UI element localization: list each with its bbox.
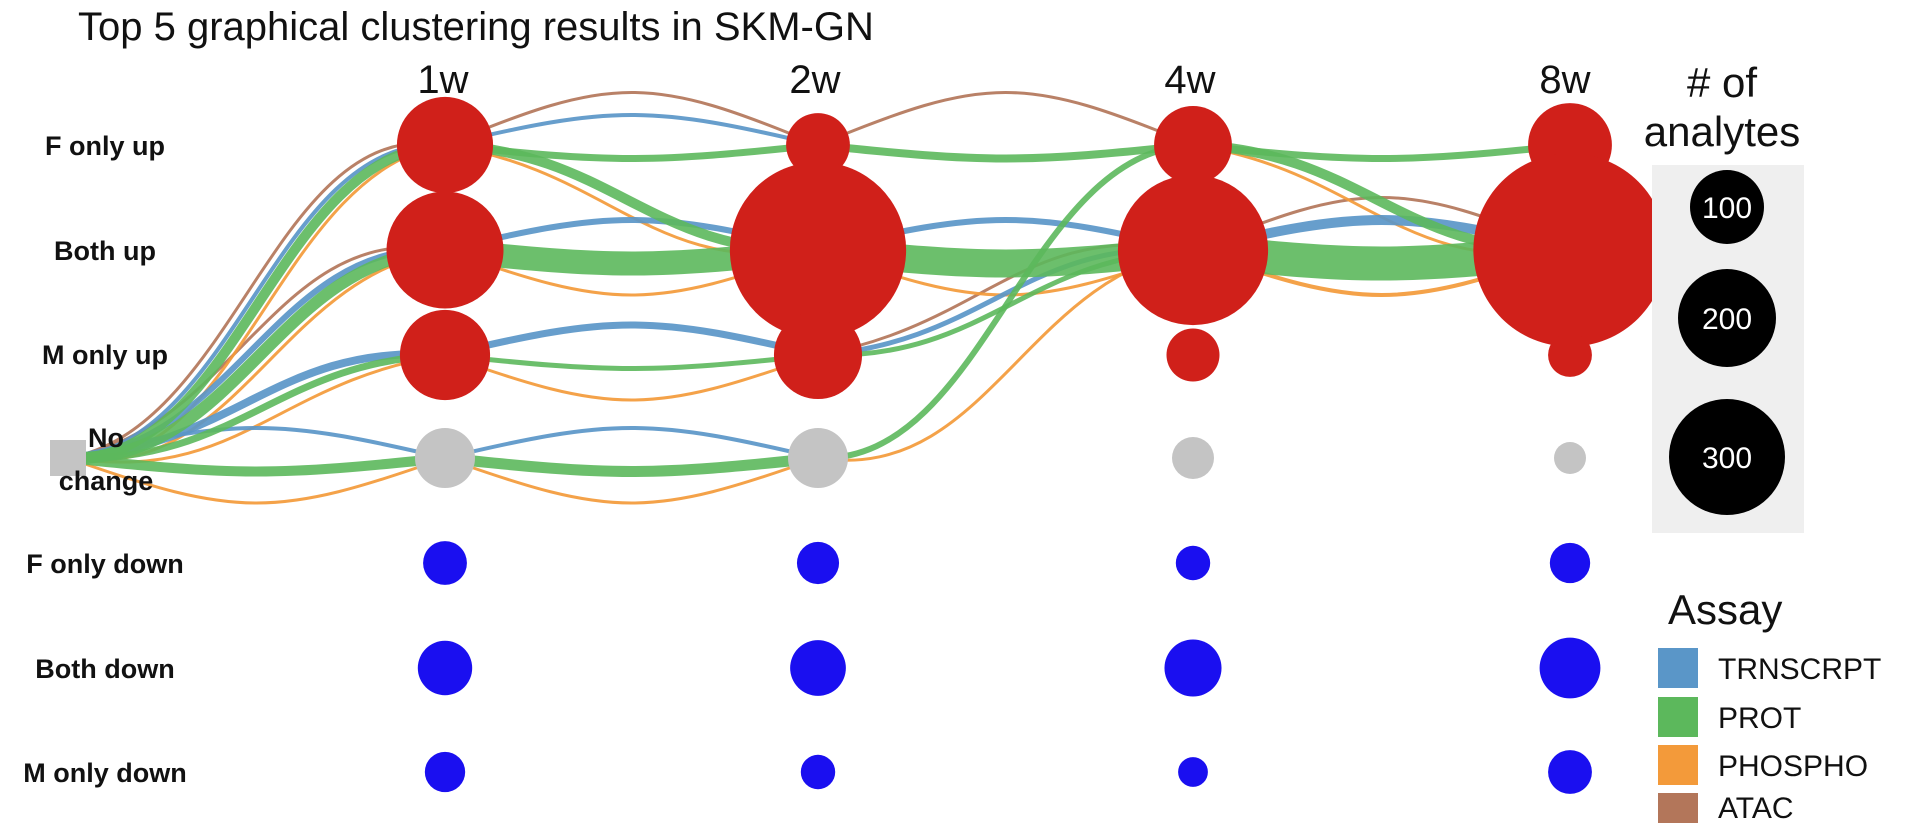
start-node-no-change bbox=[50, 440, 86, 476]
node-both-down-4w bbox=[1164, 639, 1222, 697]
node-f-only-up-4w bbox=[1154, 106, 1232, 184]
edge-prot-30 bbox=[62, 244, 451, 465]
edge-trnscrpt-25 bbox=[443, 426, 820, 460]
node-f-only-down-4w bbox=[1175, 545, 1211, 581]
node-both-up-4w bbox=[1117, 174, 1269, 326]
assay-swatch-prot bbox=[1658, 697, 1698, 737]
state-label-no-change-line1: No bbox=[88, 423, 124, 453]
state-label-m-only-down: M only down bbox=[23, 758, 186, 788]
node-f-only-down-2w bbox=[796, 541, 840, 585]
size-legend-label-100: 100 bbox=[1702, 192, 1752, 225]
node-no-change-1w bbox=[415, 428, 475, 488]
size-legend-dot-100 bbox=[1690, 170, 1764, 244]
state-label-f-only-down: F only down bbox=[26, 549, 183, 579]
size-legend: # of analytes 100 200 300 bbox=[1644, 59, 1804, 533]
state-label-both-down: Both down bbox=[35, 654, 174, 684]
state-label-m-only-up: M only up bbox=[42, 340, 168, 370]
state-label-no-change-line2: change bbox=[59, 466, 154, 496]
node-both-down-1w bbox=[417, 640, 473, 696]
diagram-title: Top 5 graphical clustering results in SK… bbox=[78, 5, 874, 49]
edge-phospho-13 bbox=[443, 456, 820, 505]
assay-swatch-trnscrpt bbox=[1658, 648, 1698, 688]
timepoint-label-4w: 4w bbox=[1164, 58, 1215, 102]
start-node-label: No change bbox=[59, 423, 154, 496]
size-legend-title-line1: # of bbox=[1687, 59, 1757, 106]
timepoint-label-8w: 8w bbox=[1539, 58, 1590, 102]
edge-prot-31 bbox=[64, 351, 449, 462]
edge-trnscrpt-22 bbox=[443, 113, 820, 147]
size-legend-title-line2: analytes bbox=[1644, 108, 1800, 155]
edge-prot-36 bbox=[442, 352, 821, 371]
edge-atac-2 bbox=[443, 91, 820, 147]
assay-swatch-atac bbox=[1658, 793, 1698, 823]
node-both-up-1w bbox=[386, 191, 504, 309]
edge-prot-41 bbox=[815, 142, 1196, 462]
assay-swatch-phospho bbox=[1658, 745, 1698, 785]
node-both-down-8w bbox=[1539, 637, 1601, 699]
node-no-change-8w bbox=[1554, 442, 1586, 474]
assay-label-prot: PROT bbox=[1718, 702, 1801, 735]
size-legend-dot-200 bbox=[1678, 269, 1776, 367]
edge-phospho-12 bbox=[443, 353, 820, 402]
edge-phospho-9 bbox=[66, 456, 447, 505]
edge-atac-0 bbox=[66, 141, 447, 460]
node-both-up-2w bbox=[729, 161, 907, 339]
node-m-only-up-2w bbox=[773, 310, 863, 400]
assay-label-phospho: PHOSPHO bbox=[1718, 750, 1868, 783]
node-m-only-up-8w bbox=[1548, 333, 1592, 377]
node-f-only-down-8w bbox=[1549, 542, 1591, 584]
timepoint-labels: 1w 2w 4w 8w bbox=[417, 58, 1590, 102]
node-m-only-down-2w bbox=[800, 754, 836, 790]
node-no-change-4w bbox=[1172, 437, 1214, 479]
node-f-only-up-1w bbox=[396, 96, 494, 194]
assay-legend-title: Assay bbox=[1668, 586, 1782, 633]
edge-atac-3 bbox=[816, 91, 1195, 147]
node-m-only-down-4w bbox=[1178, 757, 1208, 787]
timepoint-label-2w: 2w bbox=[789, 58, 840, 102]
size-legend-label-300: 300 bbox=[1702, 442, 1752, 475]
assay-label-trnscrpt: TRNSCRPT bbox=[1718, 653, 1881, 686]
node-m-only-up-4w bbox=[1166, 328, 1220, 382]
state-label-both-up: Both up bbox=[54, 236, 156, 266]
node-m-only-down-1w bbox=[424, 751, 466, 793]
assay-legend: Assay TRNSCRPT PROT PHOSPHO ATAC bbox=[1658, 586, 1881, 823]
node-m-only-down-8w bbox=[1548, 750, 1592, 794]
node-both-down-2w bbox=[790, 640, 846, 696]
edge-prot-37 bbox=[439, 452, 824, 477]
timepoint-label-1w: 1w bbox=[417, 58, 468, 102]
state-label-f-only-up: F only up bbox=[45, 131, 165, 161]
edge-trnscrpt-18 bbox=[66, 142, 447, 460]
node-f-only-down-1w bbox=[423, 541, 467, 585]
node-no-change-2w bbox=[788, 428, 848, 488]
node-both-up-8w bbox=[1473, 153, 1667, 347]
edge-trnscrpt-24 bbox=[441, 321, 822, 359]
cluster-nodes bbox=[50, 96, 1667, 794]
node-f-only-up-2w bbox=[786, 113, 850, 177]
node-m-only-up-1w bbox=[399, 309, 491, 401]
edge-prot-32 bbox=[63, 453, 450, 477]
edge-prot-38 bbox=[814, 141, 1197, 163]
assay-label-atac: ATAC bbox=[1718, 792, 1794, 823]
size-legend-label-200: 200 bbox=[1702, 303, 1752, 336]
state-labels: F only up Both up M only up F only down … bbox=[23, 131, 186, 788]
size-legend-dot-300 bbox=[1669, 399, 1785, 515]
